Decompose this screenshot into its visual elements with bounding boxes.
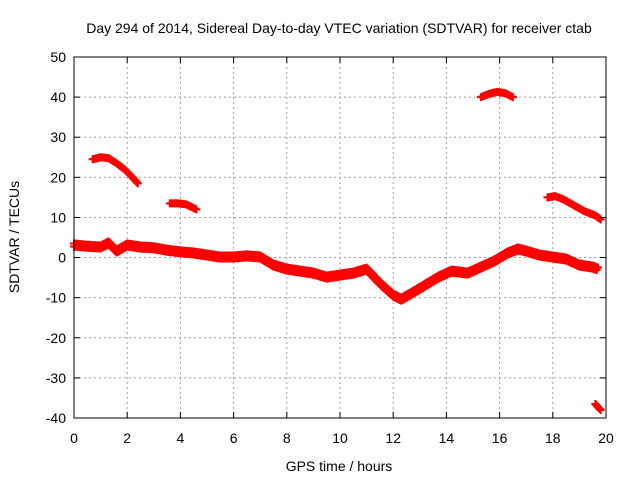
y-tick-label: -20 bbox=[46, 330, 66, 346]
y-tick-label: 50 bbox=[50, 49, 66, 65]
data-series bbox=[165, 199, 201, 214]
y-tick-label: 20 bbox=[50, 169, 66, 185]
x-tick-label: 2 bbox=[123, 430, 131, 446]
y-tick-label: 10 bbox=[50, 209, 66, 225]
y-tick-label: 0 bbox=[58, 250, 66, 266]
grid-layer bbox=[74, 57, 606, 418]
plot-frame bbox=[73, 56, 607, 419]
x-axis-label: GPS time / hours bbox=[286, 458, 393, 474]
x-tick-label: 16 bbox=[492, 430, 508, 446]
data-point bbox=[508, 93, 517, 102]
x-tick-label: 6 bbox=[230, 430, 238, 446]
y-axis-label: SDTVAR / TECUs bbox=[6, 181, 22, 293]
y-tick-label: 30 bbox=[50, 129, 66, 145]
data-point bbox=[133, 179, 142, 188]
data-point bbox=[192, 205, 201, 214]
x-tick-label: 20 bbox=[598, 430, 614, 446]
data-series bbox=[70, 237, 603, 305]
data-series bbox=[88, 153, 142, 188]
y-tick-label: -10 bbox=[46, 290, 66, 306]
x-tick-label: 14 bbox=[439, 430, 455, 446]
data-layer bbox=[70, 87, 605, 414]
x-tick-label: 12 bbox=[385, 430, 401, 446]
x-tick-label: 0 bbox=[70, 430, 78, 446]
data-point bbox=[596, 405, 605, 414]
data-series bbox=[543, 192, 605, 224]
data-series bbox=[591, 399, 605, 414]
y-tick-label: -30 bbox=[46, 370, 66, 386]
chart-title: Day 294 of 2014, Sidereal Day-to-day VTE… bbox=[86, 20, 592, 36]
data-point bbox=[594, 263, 603, 272]
data-point bbox=[596, 215, 605, 224]
x-tick-label: 4 bbox=[177, 430, 185, 446]
data-series bbox=[476, 87, 517, 102]
x-tick-label: 10 bbox=[332, 430, 348, 446]
x-tick-label: 8 bbox=[283, 430, 291, 446]
y-tick-label: 40 bbox=[50, 89, 66, 105]
tick-layer: 0 2 4 6 8 10 12 14 16 18 20 50 40 30 20 10 0 -10 -20 -30 -40 bbox=[46, 49, 614, 446]
x-tick-label: 18 bbox=[545, 430, 561, 446]
y-tick-label: -40 bbox=[46, 410, 66, 426]
